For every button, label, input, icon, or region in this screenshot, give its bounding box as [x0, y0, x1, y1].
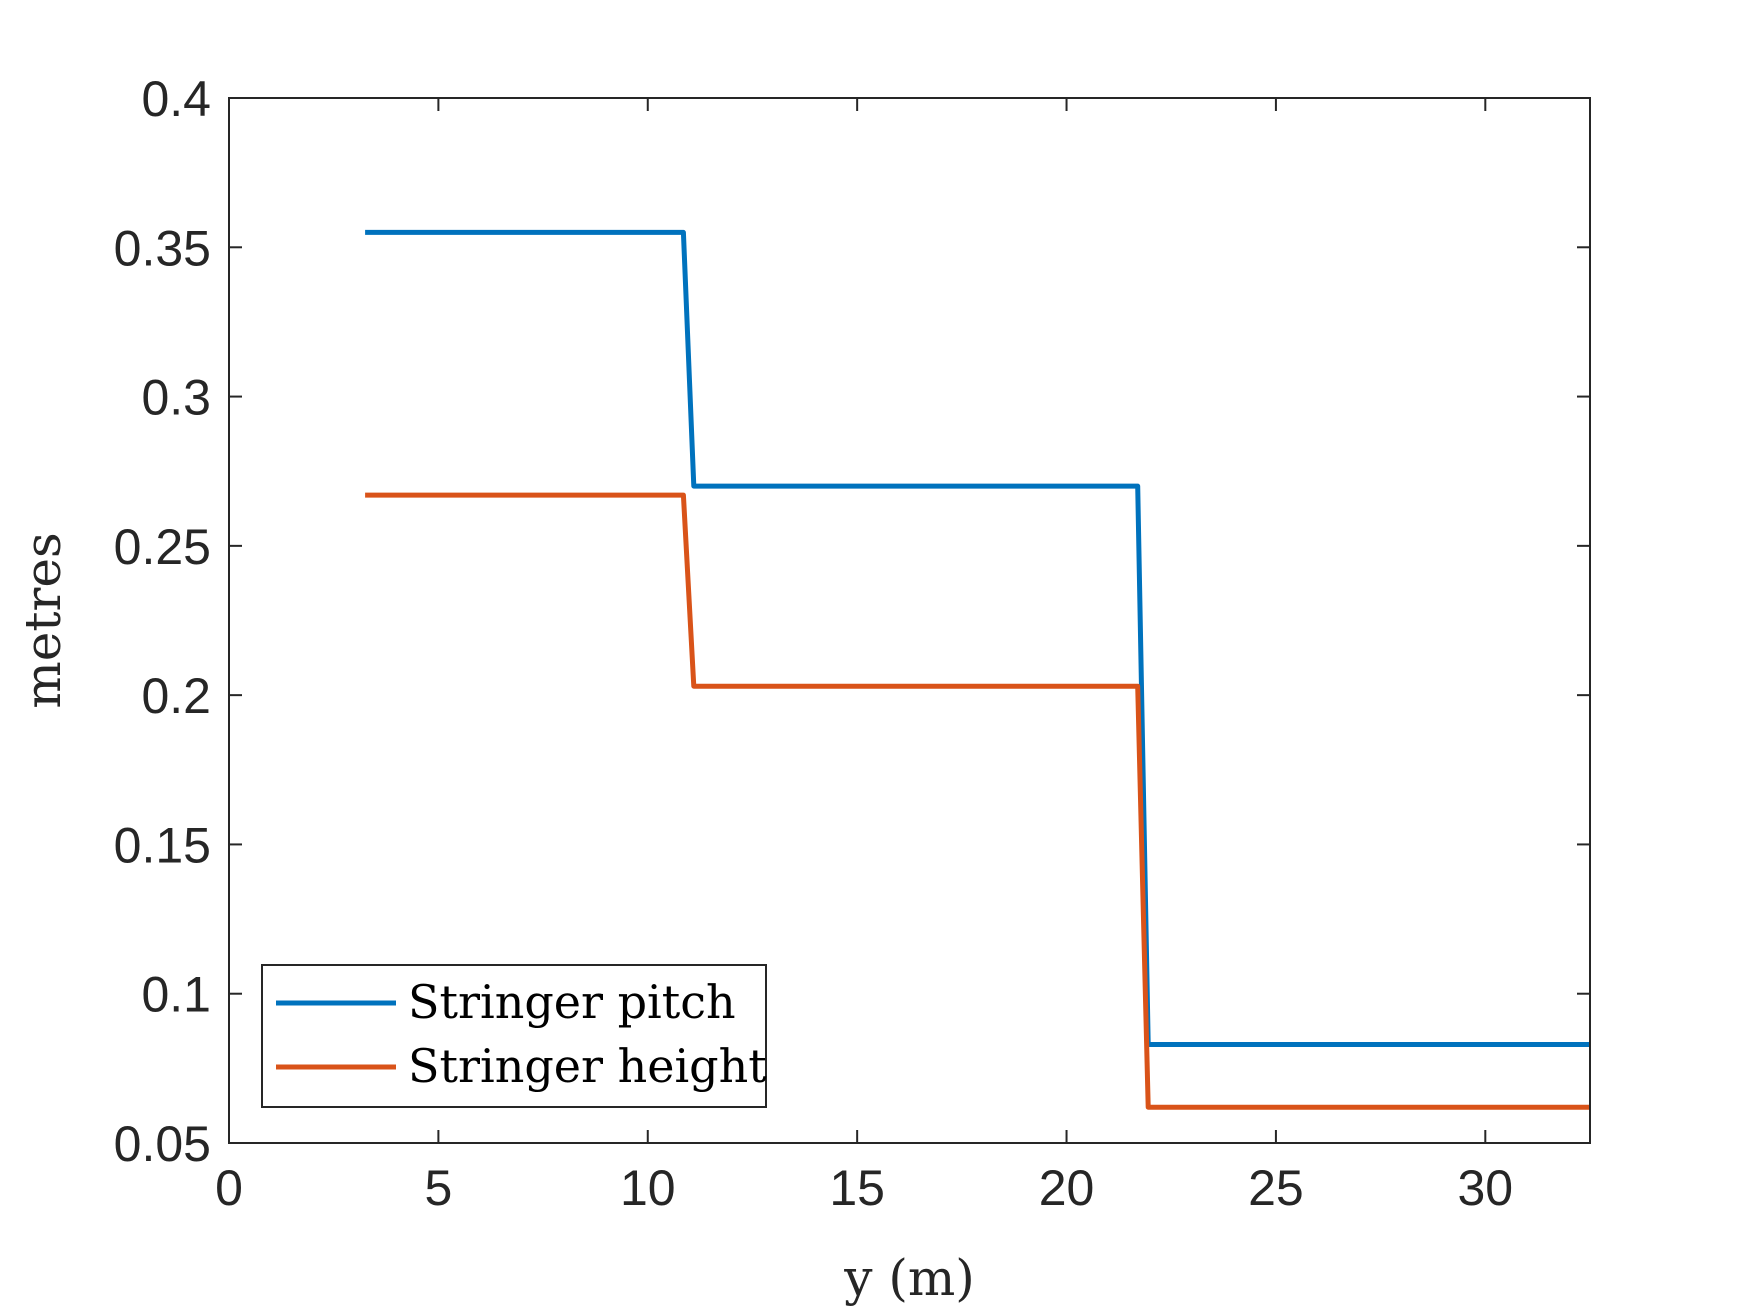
x-tick-label: 25	[1248, 1160, 1304, 1216]
x-axis-label: y (m)	[843, 1249, 975, 1307]
y-tick-label: 0.05	[114, 1116, 211, 1172]
y-tick-label: 0.3	[141, 370, 211, 426]
legend-box	[261, 964, 767, 1108]
ticks-layer: 0 5 10 15 20 25 30 0.05 0.1 0.15 0.2 0.25 0.3 0.35 0.4	[114, 71, 1590, 1216]
series-line-2	[365, 492, 1590, 1110]
x-tick-label: 0	[215, 1160, 243, 1216]
legend-label-1: Stringer pitch	[408, 975, 736, 1029]
y-tick-label: 0.1	[141, 967, 211, 1023]
legend: Stringer pitch Stringer height	[261, 964, 767, 1108]
y-axis-label: metres	[14, 532, 72, 708]
y-tick-label: 0.2	[141, 668, 211, 724]
y-tick-label: 0.15	[114, 817, 211, 873]
series-layer	[365, 229, 1590, 1110]
legend-label-2: Stringer height	[408, 1039, 767, 1093]
x-tick-label: 20	[1039, 1160, 1095, 1216]
x-tick-label: 30	[1457, 1160, 1513, 1216]
y-tick-label: 0.25	[114, 519, 211, 575]
series-line-1	[365, 229, 1590, 1047]
plot-box	[228, 97, 1591, 1144]
y-tick-label: 0.35	[114, 220, 211, 276]
x-tick-label: 15	[829, 1160, 885, 1216]
x-tick-label: 10	[620, 1160, 676, 1216]
x-tick-label: 5	[424, 1160, 452, 1216]
y-tick-label: 0.4	[141, 71, 211, 127]
